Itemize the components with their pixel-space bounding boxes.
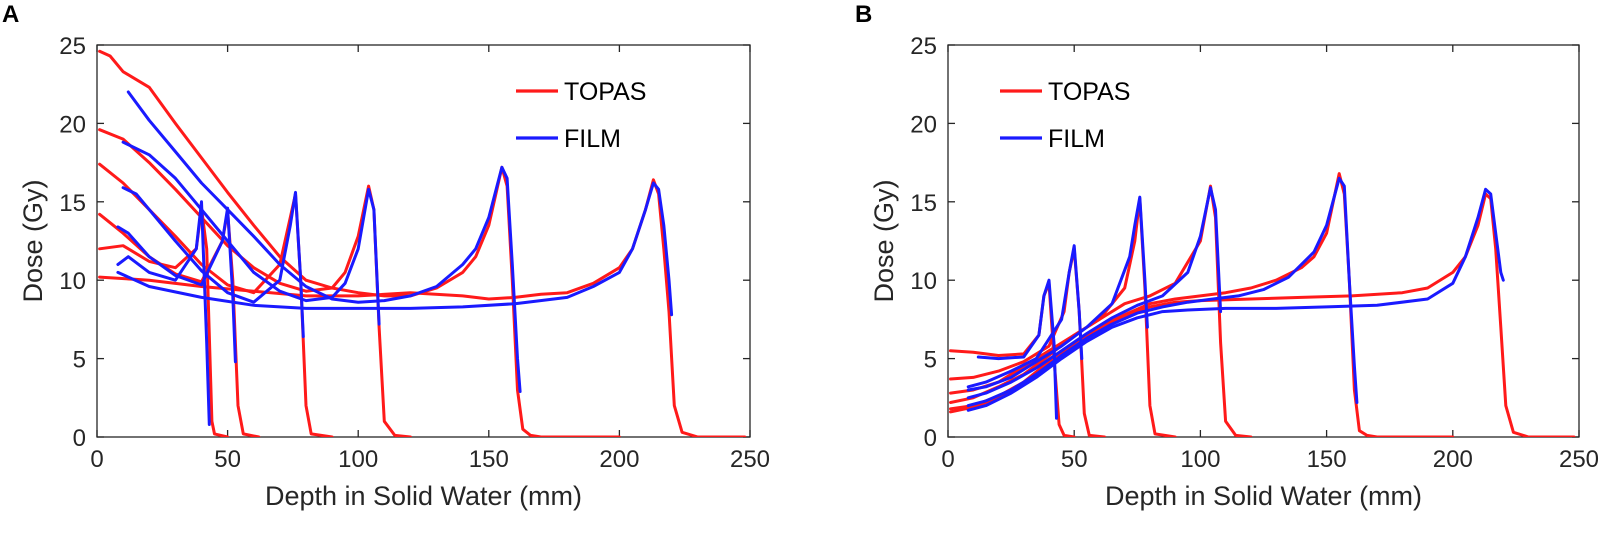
panel-b: B 0 50 100 150 200 250 0 5 10 15 20 25 Depth in Solid… — [855, 1, 1599, 511]
y-tick-label: 25 — [910, 33, 937, 60]
topas-line-4 — [98, 49, 621, 437]
x-tick-label: 50 — [214, 446, 241, 473]
y-tick-label: 20 — [910, 111, 937, 138]
x-tick-label: 0 — [941, 446, 954, 473]
legend-label-topas: TOPAS — [1048, 78, 1130, 106]
axes-box — [947, 44, 1580, 438]
y-tick-label: 10 — [59, 268, 86, 295]
topas-line-4 — [949, 172, 1455, 437]
film-line-9 — [966, 186, 1223, 400]
film-line-7 — [966, 244, 1084, 389]
x-tick-label: 200 — [1433, 446, 1473, 473]
y-tick-label: 0 — [924, 425, 937, 452]
film-line-7 — [116, 206, 237, 364]
y-tick-label: 5 — [73, 347, 86, 374]
x-tick-label: 250 — [730, 446, 770, 473]
film-line-10 — [126, 90, 522, 393]
y-tick-label: 20 — [59, 111, 86, 138]
series-group — [949, 172, 1576, 437]
y-tick-label: 5 — [924, 347, 937, 374]
x-tick-label: 250 — [1559, 446, 1599, 473]
x-tick-label: 150 — [469, 446, 509, 473]
film-line-11 — [966, 187, 1505, 412]
legend-label-film: FILM — [1048, 125, 1105, 153]
topas-line-5 — [98, 178, 747, 437]
panel-label: A — [2, 1, 19, 28]
film-line-8 — [966, 195, 1149, 392]
y-axis-title: Dose (Gy) — [18, 179, 48, 302]
y-tick-label: 25 — [59, 33, 86, 60]
x-tick-label: 150 — [1307, 446, 1347, 473]
x-axis-title: Depth in Solid Water (mm) — [1105, 481, 1422, 511]
axes-box — [96, 44, 751, 438]
legend-label-film: FILM — [564, 125, 621, 153]
panel-label: B — [855, 1, 872, 28]
topas-line-5 — [949, 192, 1576, 437]
film-line-11 — [116, 181, 674, 317]
film-line-9 — [121, 140, 381, 326]
film-line-10 — [966, 176, 1359, 408]
x-tick-label: 0 — [90, 446, 103, 473]
panel-a: A 0 50 100 150 200 250 0 5 10 15 20 25 Depth in Solid… — [2, 1, 770, 511]
film-line-6 — [116, 200, 211, 426]
series-group — [98, 49, 747, 437]
legend-label-topas: TOPAS — [564, 78, 646, 106]
x-tick-label: 100 — [1180, 446, 1220, 473]
y-tick-label: 15 — [910, 190, 937, 217]
x-axis-title: Depth in Solid Water (mm) — [265, 481, 582, 511]
y-axis-title: Dose (Gy) — [869, 179, 899, 302]
topas-line-3 — [98, 128, 412, 437]
y-tick-label: 0 — [73, 425, 86, 452]
y-tick-label: 10 — [910, 268, 937, 295]
x-tick-label: 100 — [338, 446, 378, 473]
x-tick-label: 200 — [599, 446, 639, 473]
x-tick-label: 50 — [1061, 446, 1088, 473]
y-tick-label: 15 — [59, 190, 86, 217]
film-line-8 — [121, 186, 305, 339]
